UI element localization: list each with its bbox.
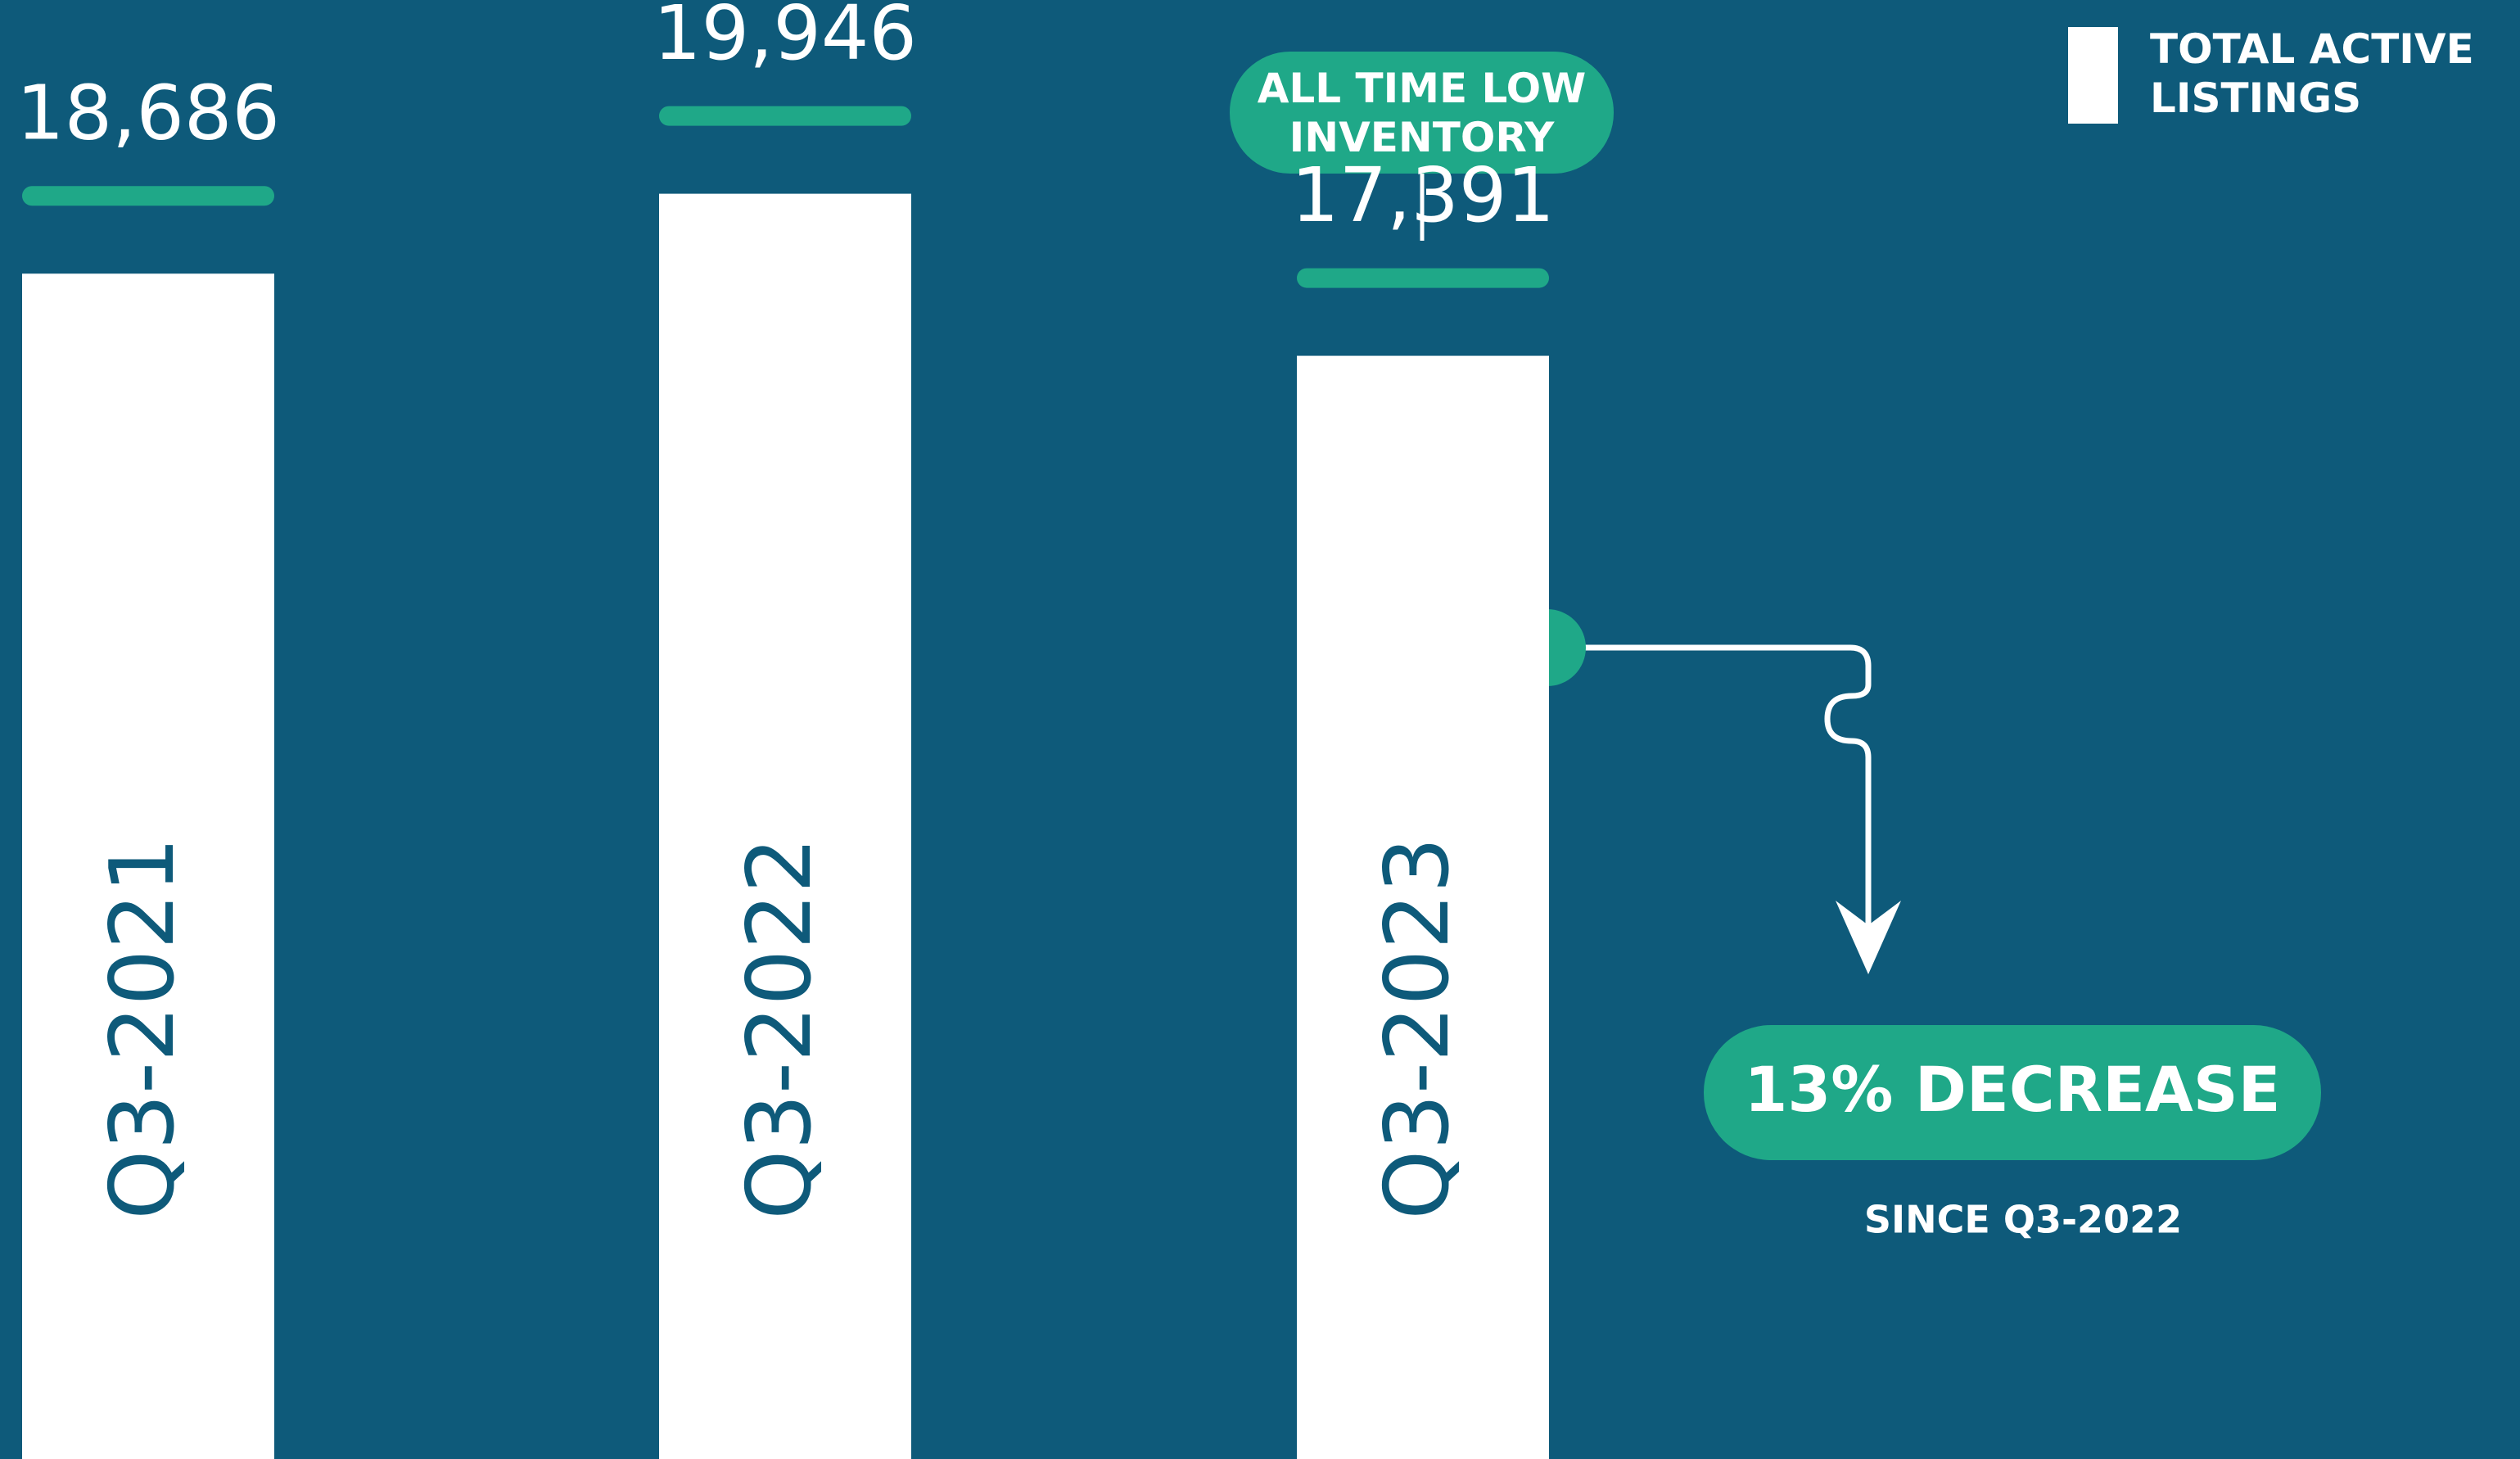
decrease-label: 13% DECREASE [1744, 1053, 2280, 1126]
value-label: 19,946 [653, 0, 917, 77]
x-tick-label: Q3-2022 [729, 837, 831, 1220]
value-label: 17,391 [1291, 151, 1555, 239]
value-underline [22, 186, 274, 206]
decrease-pill [1704, 1025, 2321, 1160]
bar [659, 193, 911, 1459]
since-label: SINCE Q3-2022 [1864, 1198, 2182, 1242]
low-inventory-pill [1230, 52, 1614, 174]
value-underline [659, 106, 911, 126]
value-underline [1297, 268, 1549, 288]
x-tick-label: Q3-2023 [1366, 837, 1469, 1220]
arrow-line [1547, 644, 1872, 966]
x-tick-label: Q3-2021 [92, 837, 194, 1220]
arrow-head [1836, 901, 1901, 974]
low-inventory-label: ALL TIME LOW INVENTORY [1257, 64, 1587, 161]
bar [22, 273, 274, 1459]
bar [1297, 355, 1549, 1459]
value-label: 18,686 [16, 70, 280, 157]
legend-swatch [2068, 27, 2118, 124]
legend-label: TOTAL ACTIVE LISTINGS [2150, 25, 2474, 122]
